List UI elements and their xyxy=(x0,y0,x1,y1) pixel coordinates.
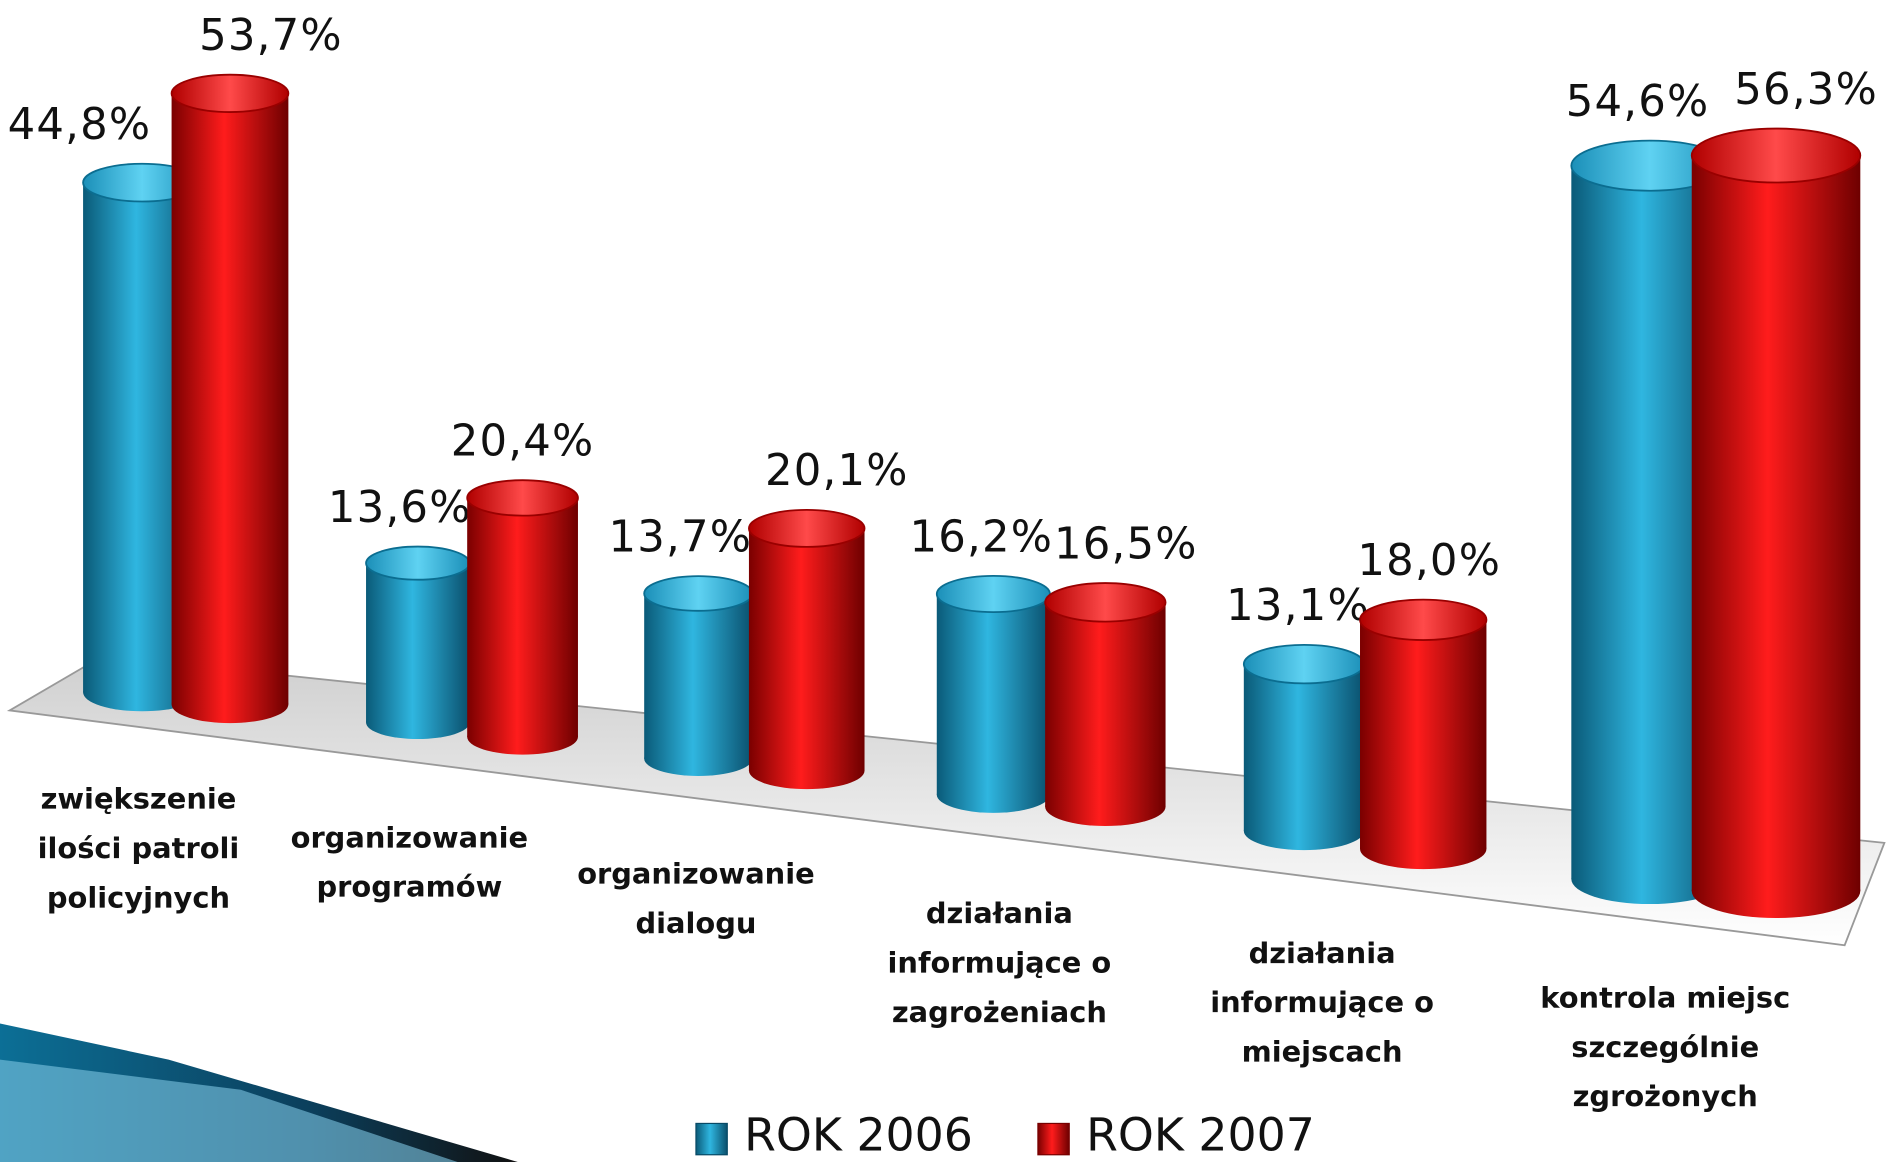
value-label: 53,7% xyxy=(199,11,343,61)
cylinder xyxy=(170,73,290,724)
category-label: informujące o xyxy=(888,946,1112,980)
cylinder-body xyxy=(644,593,753,759)
cylinder xyxy=(365,545,471,740)
cylinder-top xyxy=(170,73,290,113)
cylinder-body xyxy=(366,563,470,723)
value-label: 54,6% xyxy=(1566,77,1710,127)
value-label: 16,5% xyxy=(1054,519,1198,569)
category-label: organizowanie xyxy=(577,856,815,890)
cylinder xyxy=(748,508,866,790)
value-label: 56,3% xyxy=(1734,65,1878,115)
value-label: 20,1% xyxy=(765,446,909,496)
cylinder xyxy=(1044,582,1167,827)
value-label: 16,2% xyxy=(909,512,1053,562)
category-label: działania xyxy=(926,896,1073,930)
cylinder-top xyxy=(365,545,471,581)
category-label: szczególnie xyxy=(1571,1030,1759,1064)
cylinder-body xyxy=(748,528,865,771)
category-label: organizowanie xyxy=(291,820,529,854)
category-label: miejscach xyxy=(1242,1035,1403,1069)
category-label: dialogu xyxy=(635,906,756,940)
cylinder-body xyxy=(1360,619,1487,849)
cylinder xyxy=(466,479,579,755)
cylinder xyxy=(935,574,1051,813)
cylinder-top xyxy=(1359,598,1488,641)
value-label: 13,1% xyxy=(1226,581,1370,631)
cylinder-body xyxy=(1243,664,1365,831)
category-label: zgrożonych xyxy=(1573,1079,1758,1113)
cylinder-top xyxy=(1044,582,1167,623)
cylinder-top xyxy=(643,575,754,612)
category-label: policyjnych xyxy=(47,880,230,914)
cylinder-top xyxy=(748,508,866,548)
value-label: 13,7% xyxy=(608,513,752,563)
cylinder-body xyxy=(1691,155,1861,892)
cylinder xyxy=(1690,127,1862,919)
value-label: 44,8% xyxy=(8,100,152,150)
cylinder xyxy=(1359,598,1488,870)
cylinder-top xyxy=(935,574,1051,614)
cylinder-body xyxy=(467,497,578,737)
value-label: 20,4% xyxy=(451,417,595,467)
cylinder-body xyxy=(171,93,289,705)
category-label: informujące o xyxy=(1210,985,1434,1019)
cylinder-top xyxy=(1242,643,1366,685)
legend-label: ROK 2007 xyxy=(1086,1108,1315,1161)
category-label: zagrożeniach xyxy=(892,995,1107,1029)
decoration xyxy=(0,1059,458,1162)
value-label: 13,6% xyxy=(328,483,472,533)
category-label: działania xyxy=(1249,936,1396,970)
category-label: kontrola miejsc xyxy=(1540,980,1790,1014)
cylinder-body xyxy=(936,594,1050,795)
cylinder xyxy=(643,575,754,776)
legend-swatch xyxy=(695,1122,728,1156)
value-label: 18,0% xyxy=(1357,536,1501,586)
category-label: ilości patroli xyxy=(38,831,240,865)
cylinder-top xyxy=(466,479,579,517)
cylinder-body xyxy=(1045,602,1166,807)
legend-label: ROK 2006 xyxy=(744,1108,973,1161)
legend-swatch xyxy=(1037,1122,1070,1156)
cylinder xyxy=(1242,643,1366,851)
category-label: zwiększenie xyxy=(41,782,237,816)
category-label: programów xyxy=(317,870,503,904)
cylinder-top xyxy=(1690,127,1862,184)
